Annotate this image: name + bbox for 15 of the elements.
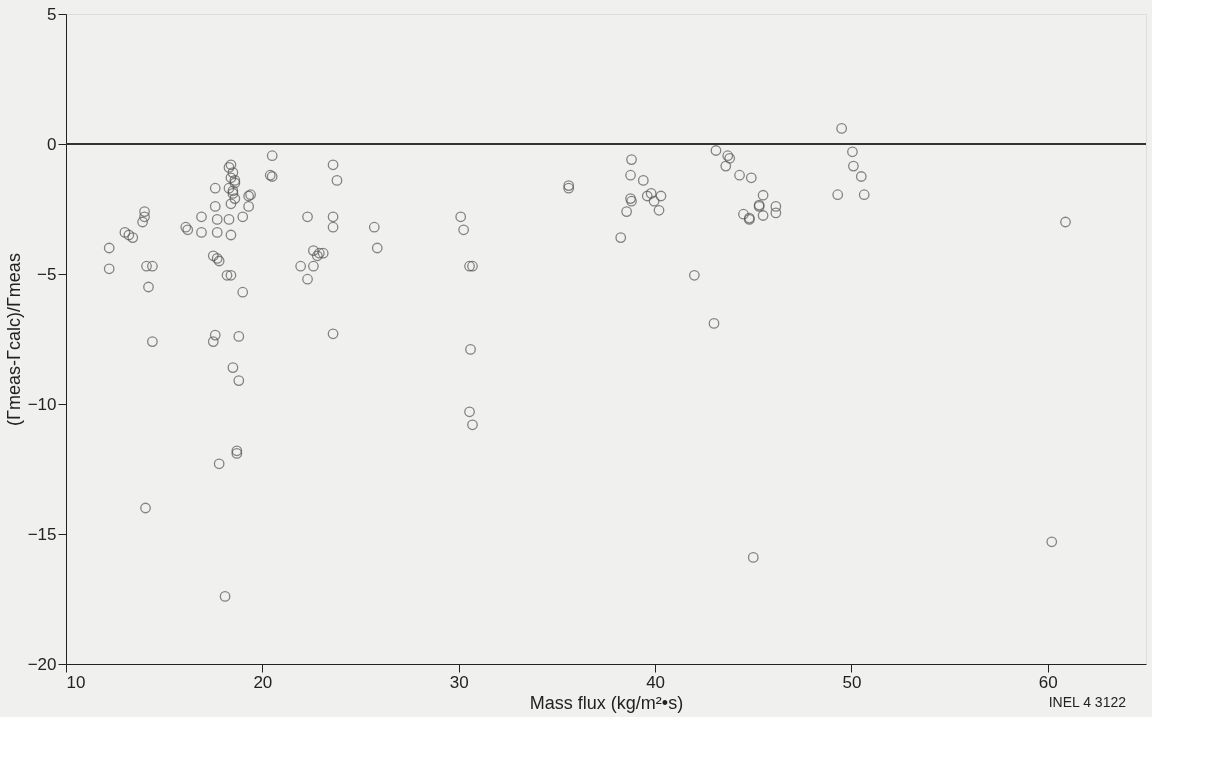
x-tick-label: 30 [449,672,469,692]
x-axis-title: Mass flux (kg/m²•s) [529,692,684,713]
y-tick-label: 0 [47,134,57,154]
x-tick-label: 20 [253,672,273,692]
y-tick-label: −10 [27,394,57,414]
x-tick-label: 10 [66,672,86,692]
y-tick-label: 5 [47,4,57,24]
y-tick-label: −5 [37,264,57,284]
x-tick-label: 60 [1038,672,1058,692]
y-tick-label: −15 [27,524,57,544]
text: INEL 4 3122 [1048,694,1127,710]
y-axis-title: (Γmeas-Γcalc)/Γmeas [3,253,24,426]
x-tick-label: 40 [646,672,666,692]
x-tick-label: 50 [842,672,862,692]
y-tick-label: −20 [27,654,57,674]
